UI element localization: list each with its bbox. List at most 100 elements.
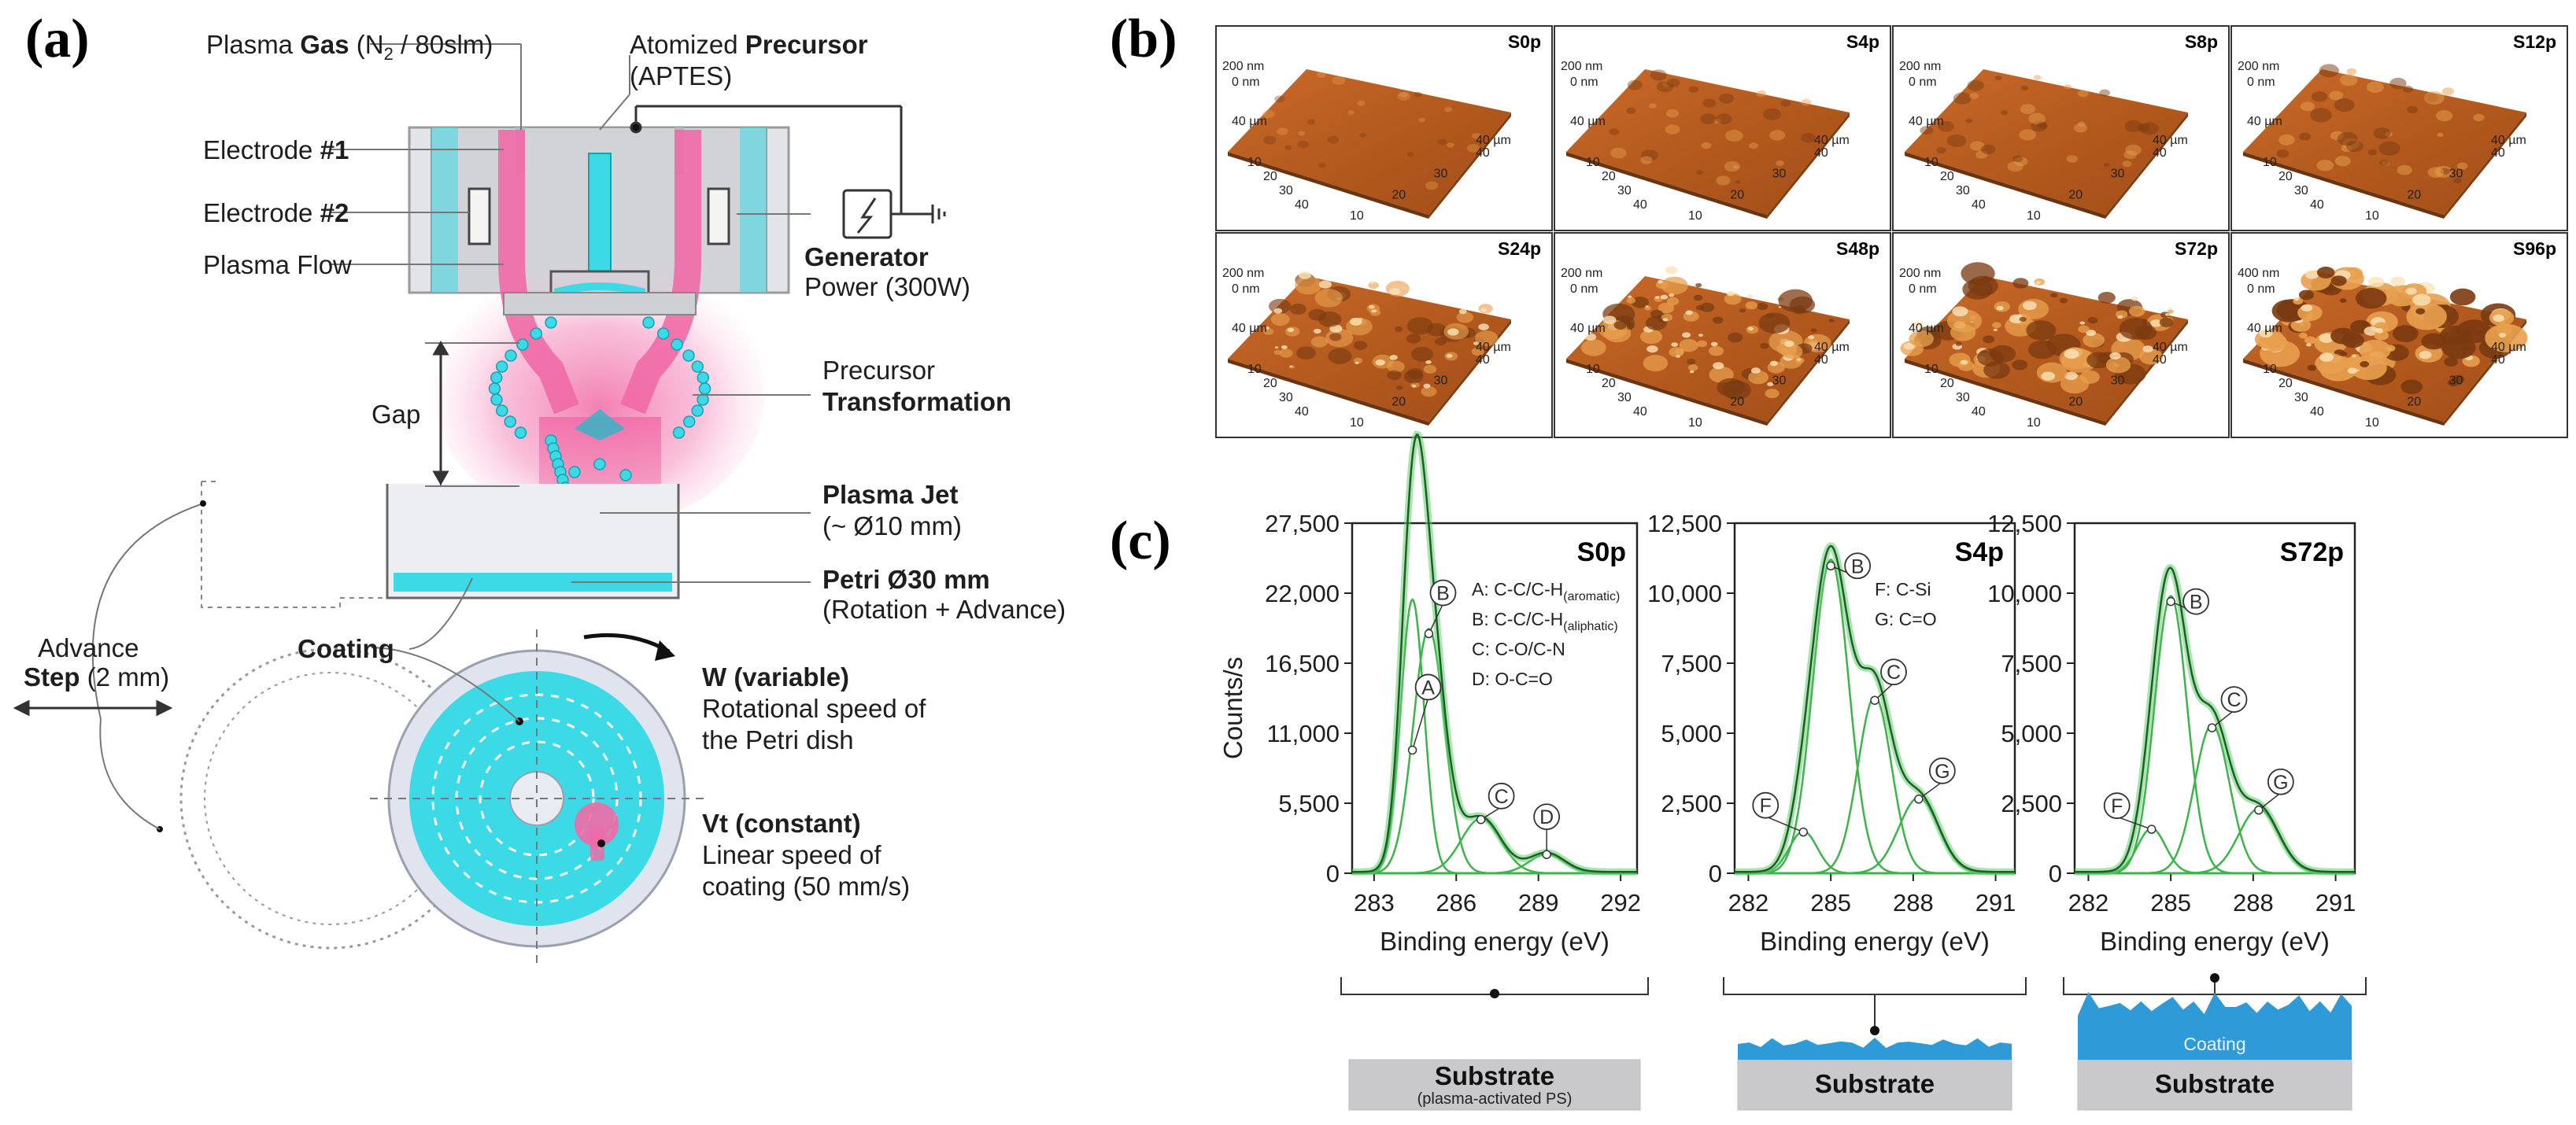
- y-tick-label: 7,500: [1661, 650, 1722, 677]
- afm-left-tick: 10: [1586, 363, 1600, 376]
- afm-left-tick: 20: [1602, 377, 1616, 390]
- afm-right-tick: 10: [2365, 209, 2379, 223]
- peak-label-B: B: [2190, 592, 2203, 614]
- legend-entry: B: C-C/C-H(aliphatic): [1472, 609, 1618, 633]
- electrode-2-label: Electrode #2: [203, 198, 349, 227]
- peak-marker: [1542, 850, 1551, 859]
- substrate-label: Substrate: [1815, 1069, 1935, 1098]
- x-tick-label: 291: [2315, 889, 2356, 917]
- afm-left-tick: 30: [2294, 184, 2308, 197]
- afm-left-tick: 40: [1633, 198, 1647, 212]
- afm-y-axis-label: 40 µm: [1232, 115, 1267, 128]
- substrate-bracket: [2063, 973, 2367, 995]
- gap-arrow: [432, 340, 449, 486]
- legend-entry: A: C-C/C-H(aromatic): [1472, 579, 1620, 603]
- substrate-block: Substrate: [1737, 1038, 2012, 1111]
- peak-label-G: G: [2273, 772, 2288, 794]
- transformation-cone: [575, 409, 625, 441]
- afm-left-tick: 20: [2278, 170, 2293, 183]
- peak-label-circle: [2267, 768, 2294, 795]
- afm-right-tick: 30: [2449, 374, 2463, 388]
- droplet: [698, 382, 711, 395]
- afm-surface: [1566, 69, 1850, 215]
- droplet: [488, 382, 501, 395]
- droplet: [504, 415, 517, 428]
- y-tick-label: 16,500: [1265, 650, 1340, 677]
- afm-right-tick: 40: [1814, 353, 1828, 367]
- afm-left-tick: 40: [1633, 405, 1647, 419]
- afm-right-tick: 10: [2027, 416, 2041, 430]
- rotation-advance-label: (Rotation + Advance): [822, 595, 1066, 624]
- xps-envelope: [1352, 433, 1637, 873]
- peak-label-F: F: [2111, 795, 2123, 817]
- xps-plot-frame: [2073, 522, 2356, 875]
- afm-right-tick: 20: [1730, 188, 1744, 201]
- afm-right-tick: 10: [1350, 209, 1364, 223]
- y-tick-label: 27,500: [1265, 510, 1340, 537]
- afm-right-tick: 30: [1772, 374, 1787, 388]
- x-tick-label: 282: [1728, 889, 1769, 917]
- peak-label-circle: [1928, 757, 1956, 784]
- substrate-bracket: [1340, 977, 1649, 998]
- droplet: [642, 316, 655, 329]
- afm-right-tick: 20: [2407, 188, 2421, 201]
- peak-label-circle: [2220, 686, 2248, 713]
- w-desc-line-1: Rotational speed of: [702, 694, 926, 723]
- afm-left-tick: 20: [1602, 170, 1616, 183]
- x-tick-label: 289: [1518, 889, 1559, 917]
- afm-right-tick: 40: [2153, 353, 2167, 367]
- afm-right-tick: 20: [1391, 188, 1406, 201]
- afm-z-bottom-tick: 0 nm: [1232, 76, 1260, 89]
- y-tick-label: 5,500: [1278, 790, 1340, 817]
- generator-power-label: Power (300W): [804, 272, 970, 301]
- xps-chart-title: S0p: [1577, 537, 1626, 567]
- afm-z-top-tick: 200 nm: [1222, 60, 1264, 73]
- step-label: Step (2 mm): [24, 662, 169, 692]
- petri-label: Petri Ø30 mm: [822, 565, 990, 594]
- peak-leader: [2258, 792, 2282, 811]
- peak-label-circle: [1533, 803, 1561, 831]
- peak-marker: [2146, 824, 2157, 834]
- plasma-gas-label: Plasma Gas (N2 / 80slm): [206, 30, 493, 64]
- afm-left-tick: 20: [1263, 170, 1277, 183]
- afm-z-bottom-tick: 0 nm: [1570, 76, 1598, 89]
- peak-label-A: A: [1421, 677, 1435, 699]
- advance-arrow: [13, 699, 173, 717]
- thick-coating: [2078, 991, 2352, 1060]
- electrode-2-left: [468, 187, 491, 245]
- xps-component-B: [2075, 595, 2355, 875]
- peak-label-B: B: [1436, 583, 1450, 605]
- electrode-1-label: Electrode #1: [203, 135, 349, 164]
- xps-chart-title: S4p: [1955, 537, 2004, 567]
- xps-charts: 0 5,500 11,000 16,500 22,000 27,500 283 286 289 2…: [1265, 430, 2367, 1111]
- droplet: [490, 371, 503, 384]
- substrate-block: Coating Substrate: [2077, 991, 2352, 1111]
- peak-label-circle: [1752, 791, 1780, 819]
- afm-right-tick: 40: [1476, 353, 1490, 367]
- peak-leader: [1918, 781, 1943, 800]
- y-tick-label: 12,500: [1987, 510, 2062, 537]
- advance-label: Advance: [38, 633, 139, 662]
- peak-leader: [2116, 816, 2152, 830]
- droplet: [545, 316, 557, 329]
- afm-y-axis-label: 40 µm: [1570, 115, 1606, 128]
- afm-x-axis-label: 40 µm: [1476, 134, 1511, 147]
- y-tick-label: 10,000: [1987, 580, 2062, 607]
- afm-z-bottom-tick: 0 nm: [1232, 282, 1260, 296]
- droplet: [672, 426, 686, 439]
- y-tick-label: 0: [1709, 860, 1722, 887]
- panel-a-schematic: (a): [13, 9, 1066, 968]
- afm-right-tick: 40: [1476, 146, 1490, 160]
- droplet: [568, 466, 581, 478]
- x-axis-title: Binding energy (eV): [1760, 927, 1990, 956]
- x-tick-label: 285: [1810, 889, 1851, 917]
- y-tick-label: 11,000: [1266, 720, 1340, 747]
- peak-marker: [1407, 745, 1417, 755]
- afm-left-tick: 10: [1586, 156, 1600, 169]
- peak-label-F: F: [1760, 795, 1772, 817]
- afm-right-tick: 20: [2068, 395, 2083, 408]
- y-tick-label: 10,000: [1647, 580, 1722, 607]
- peak-marker: [2254, 806, 2264, 815]
